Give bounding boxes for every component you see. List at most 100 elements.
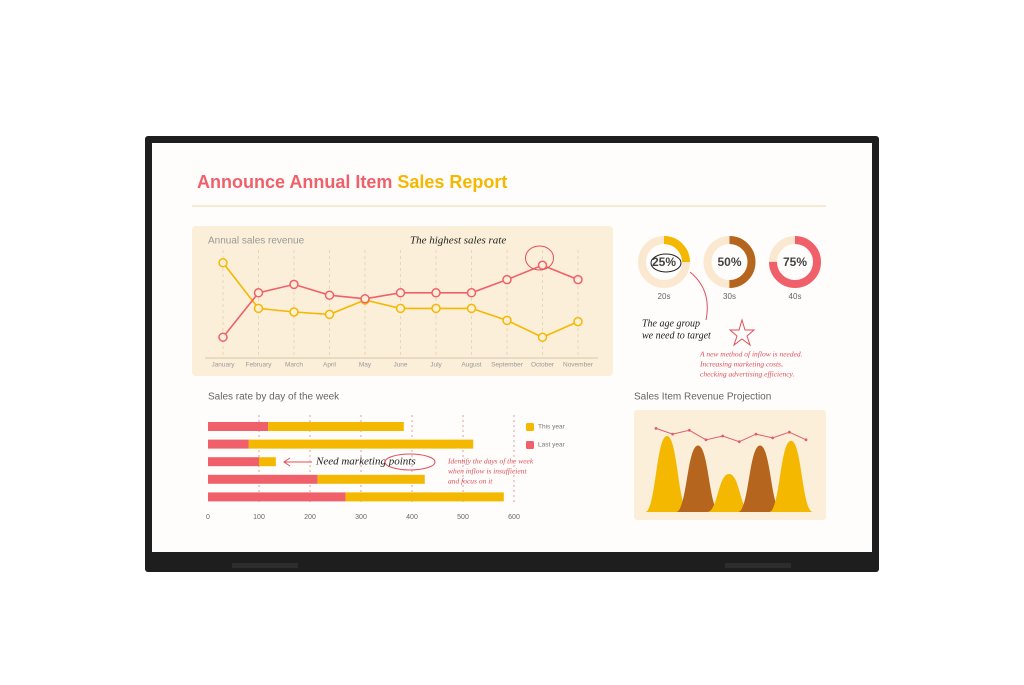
bar-segment xyxy=(317,474,425,484)
x-tick-label: March xyxy=(285,362,303,369)
bar-segment xyxy=(345,492,504,502)
x-tick-label: 500 xyxy=(457,514,469,521)
hump xyxy=(707,474,751,512)
annotation: Identify the days of the week xyxy=(447,457,534,466)
x-tick-label: July xyxy=(430,362,442,369)
bar-segment xyxy=(268,422,404,431)
x-tick-label: 200 xyxy=(304,514,316,521)
point xyxy=(218,332,228,342)
bar-segment xyxy=(208,474,318,484)
point xyxy=(466,288,477,298)
point xyxy=(804,438,808,442)
projection-line xyxy=(655,427,807,443)
bar-segment xyxy=(208,439,249,449)
annotation: Need marketing points xyxy=(315,456,416,468)
x-tick-label: January xyxy=(211,362,235,369)
legend-swatch xyxy=(526,441,534,449)
x-tick-label: 300 xyxy=(355,514,367,521)
point xyxy=(754,432,758,436)
page-title: Announce Annual Item Sales Report xyxy=(197,172,507,192)
x-tick-label: September xyxy=(491,362,524,369)
point xyxy=(573,316,583,327)
donut-arc xyxy=(703,236,756,288)
bezel-detail xyxy=(232,563,298,568)
category-label: 40s xyxy=(789,292,802,301)
star xyxy=(728,318,756,347)
data-label: 25% xyxy=(652,255,676,269)
point xyxy=(253,288,264,298)
arrow xyxy=(689,271,708,321)
title-part: Announce Annual Item xyxy=(197,172,392,192)
legend-label: Last year xyxy=(538,442,566,449)
point xyxy=(395,288,406,298)
bar-segment xyxy=(208,492,346,502)
point xyxy=(289,279,299,290)
point xyxy=(502,274,512,285)
point xyxy=(537,332,548,342)
category-label: 30s xyxy=(723,292,736,301)
bar-segment xyxy=(208,422,269,431)
chart-title: Sales rate by day of the week xyxy=(208,392,340,403)
annotation: A new method of inflow is needed. xyxy=(699,350,803,359)
point xyxy=(573,274,583,285)
annotation: we need to target xyxy=(642,330,711,341)
panel xyxy=(192,226,613,376)
x-tick-label: 100 xyxy=(253,514,265,521)
hump xyxy=(769,440,813,512)
x-tick-label: August xyxy=(461,362,481,369)
data-label: 50% xyxy=(717,255,741,269)
annotation: checking advertising efficiency. xyxy=(700,370,794,379)
annotation: when inflow is insufficient xyxy=(448,467,527,476)
point xyxy=(324,290,335,300)
arrow xyxy=(283,457,312,467)
point xyxy=(721,434,725,438)
point xyxy=(253,303,264,314)
annotation: Increasing marketing costs, xyxy=(699,360,783,369)
donut-arc xyxy=(638,236,690,288)
point xyxy=(395,303,406,314)
bar-segment xyxy=(208,457,259,467)
point xyxy=(502,315,512,326)
data-label: 75% xyxy=(783,255,807,269)
chart-title: Annual sales revenue xyxy=(208,236,305,247)
x-tick-label: 0 xyxy=(206,514,210,521)
point xyxy=(771,436,775,440)
chart-title: Sales Item Revenue Projection xyxy=(634,392,771,403)
hump xyxy=(738,445,782,512)
highlight xyxy=(384,453,436,471)
point xyxy=(289,307,299,317)
donut-arc xyxy=(769,236,821,288)
annotation: The age group xyxy=(642,318,700,329)
point xyxy=(654,427,658,430)
point xyxy=(687,428,691,432)
bezel-detail xyxy=(725,563,791,568)
legend-label: This year xyxy=(538,424,566,431)
category-label: 20s xyxy=(658,292,671,301)
title-part: Sales Report xyxy=(397,172,507,192)
bar-segment xyxy=(259,457,276,467)
point xyxy=(431,288,441,298)
highlight xyxy=(525,245,554,271)
x-tick-label: November xyxy=(563,362,594,369)
point xyxy=(466,303,477,314)
point xyxy=(360,294,370,304)
bar-segment xyxy=(248,439,474,449)
point xyxy=(671,432,675,436)
point xyxy=(431,303,441,314)
x-tick-label: April xyxy=(323,362,337,369)
legend-swatch xyxy=(526,423,534,431)
point xyxy=(537,260,548,270)
x-tick-label: February xyxy=(245,362,272,369)
x-tick-label: May xyxy=(359,362,372,369)
x-tick-label: June xyxy=(393,362,407,369)
point xyxy=(704,438,708,442)
hump xyxy=(676,445,720,512)
hump xyxy=(645,436,689,512)
x-tick-label: October xyxy=(531,362,555,369)
point xyxy=(218,258,228,268)
annotation: and focus on it xyxy=(448,477,493,486)
point xyxy=(324,309,335,320)
x-tick-label: 600 xyxy=(508,514,520,521)
x-tick-label: 400 xyxy=(406,514,418,521)
